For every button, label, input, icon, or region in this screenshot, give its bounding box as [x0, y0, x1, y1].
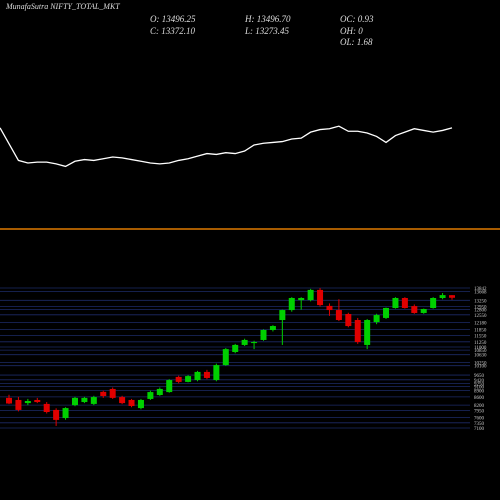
y-tick-label: 13668 — [474, 291, 487, 296]
candle-body — [166, 380, 173, 393]
y-tick-label: 8200 — [474, 404, 485, 409]
y-tick-label: 9420 — [474, 379, 485, 384]
stat: OC: 0.93 — [340, 14, 374, 24]
candle-body — [109, 388, 116, 398]
candle-body — [373, 315, 380, 323]
y-tick-label: 10630 — [474, 354, 487, 359]
candle-body — [269, 326, 276, 330]
candle-body — [34, 399, 41, 403]
candle-body — [119, 397, 126, 404]
candle-body — [401, 298, 408, 308]
y-tick-label: 7350 — [474, 422, 485, 427]
candle-body — [260, 329, 267, 340]
y-tick-label: 7600 — [474, 417, 485, 422]
y-tick-label: 8900 — [474, 390, 485, 395]
candle-body — [326, 305, 333, 311]
y-tick-label: 11000 — [474, 346, 487, 351]
candle-body — [307, 289, 314, 301]
candle-body — [213, 365, 220, 381]
candle-body — [251, 342, 258, 344]
candle-body — [156, 388, 163, 395]
y-tick-label: 9650 — [474, 374, 485, 379]
y-tick-label: 12800 — [474, 309, 487, 314]
y-tick-label: 10250 — [474, 362, 487, 367]
candle-body — [298, 298, 305, 301]
chart-title: MunafaSutra NIFTY_TOTAL_MKT — [5, 2, 120, 11]
candle-body — [203, 371, 210, 378]
y-tick-label: 13842 — [474, 287, 487, 292]
candle-body — [43, 403, 50, 413]
y-tick-label: 11550 — [474, 335, 487, 340]
y-tick-label: 11850 — [474, 328, 487, 333]
candle-body — [354, 320, 361, 343]
stat: L: 13273.45 — [244, 26, 290, 36]
y-tick-label: 7950 — [474, 409, 485, 414]
y-tick-label: 12550 — [474, 314, 487, 319]
y-tick-label: 12950 — [474, 306, 487, 311]
candle-body — [335, 310, 342, 321]
y-tick-label: 9100 — [474, 385, 485, 390]
y-tick-label: 11250 — [474, 341, 487, 346]
candle-body — [383, 307, 390, 318]
y-tick-label: 12180 — [474, 322, 487, 327]
candle-body — [90, 397, 97, 404]
y-tick-label: 8600 — [474, 396, 485, 401]
stat: H: 13496.70 — [244, 14, 291, 24]
candle-body — [24, 401, 31, 404]
candle-body — [147, 392, 154, 399]
candle-body — [279, 310, 286, 321]
y-tick-label: 13250 — [474, 299, 487, 304]
indicator-line — [0, 125, 453, 168]
candle-body — [449, 295, 455, 298]
y-tick-label: 10100 — [474, 365, 487, 370]
candle-body — [345, 313, 352, 327]
candle-body — [411, 306, 418, 313]
candle-body — [364, 320, 371, 345]
candle-body — [137, 399, 144, 409]
y-tick-label: 9250 — [474, 382, 485, 387]
candle-body — [185, 376, 192, 382]
candle-body — [15, 399, 22, 410]
candle-body — [71, 397, 78, 406]
candle-body — [392, 298, 399, 308]
candle-body — [232, 344, 239, 352]
y-tick-label: 10850 — [474, 349, 487, 354]
candle-body — [430, 298, 437, 308]
candle-body — [100, 391, 107, 397]
stat: C: 13372.10 — [150, 26, 196, 36]
candle-body — [128, 399, 135, 406]
stat: OH: 0 — [340, 26, 363, 36]
candle-body — [439, 295, 446, 299]
candle-body — [175, 376, 182, 382]
stat: O: 13496.25 — [150, 14, 196, 24]
stat: OL: 1.68 — [340, 37, 373, 47]
candle-body — [241, 339, 248, 345]
candle-body — [317, 289, 324, 306]
candle-body — [81, 397, 88, 403]
y-tick-label: 7100 — [474, 427, 485, 432]
candle-body — [222, 349, 229, 366]
candle-body — [194, 371, 201, 381]
candle-body — [6, 397, 12, 404]
candle-body — [62, 408, 69, 419]
candle-body — [288, 298, 295, 311]
candle-body — [420, 309, 427, 313]
candle-body — [53, 409, 60, 420]
